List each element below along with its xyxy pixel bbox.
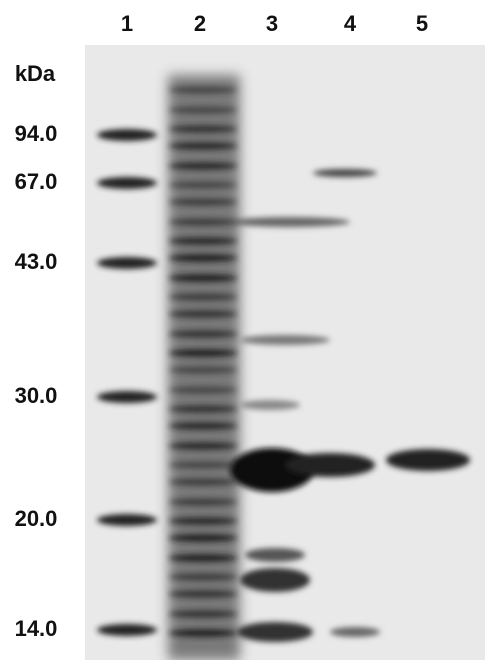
band (169, 517, 237, 525)
band (169, 274, 237, 282)
band (169, 237, 237, 245)
band (169, 478, 237, 486)
band (169, 534, 237, 542)
marker-band (97, 129, 157, 141)
band (240, 568, 310, 592)
band (169, 442, 237, 450)
band (169, 106, 237, 114)
marker-band (97, 391, 157, 403)
band (169, 254, 237, 262)
unit-label: kDa (15, 61, 56, 86)
band (169, 349, 237, 357)
band (169, 198, 237, 206)
band (230, 217, 350, 227)
marker-band (97, 177, 157, 189)
band (245, 548, 305, 562)
band (169, 330, 237, 338)
lane-label: 1 (121, 11, 133, 36)
gel-figure: kDa 1 2 3 4 5 94.0 67.0 43.0 30.0 20.0 14.0 (0, 0, 485, 660)
lane-label: 2 (194, 11, 206, 36)
lane-label: 3 (266, 11, 278, 36)
band (169, 461, 237, 469)
band (169, 554, 237, 562)
band (169, 125, 237, 133)
marker-label: 14.0 (15, 616, 58, 641)
band (169, 293, 237, 301)
band (313, 169, 377, 177)
marker-band (97, 624, 157, 636)
band (169, 310, 237, 318)
band (237, 622, 313, 642)
band (169, 405, 237, 413)
band (169, 181, 237, 189)
marker-label: 20.0 (15, 506, 58, 531)
lane-label: 4 (344, 11, 357, 36)
band (386, 449, 470, 471)
marker-label: 67.0 (15, 169, 58, 194)
marker-band (97, 257, 157, 269)
band (169, 162, 237, 170)
marker-label: 94.0 (15, 121, 58, 146)
band (169, 218, 237, 226)
band (169, 86, 237, 94)
band (169, 422, 237, 430)
band (285, 453, 375, 477)
band (169, 610, 237, 618)
band (169, 142, 237, 150)
band (330, 627, 380, 637)
band (240, 335, 330, 345)
marker-label: 30.0 (15, 383, 58, 408)
band (169, 573, 237, 581)
band (169, 498, 237, 506)
band (169, 629, 237, 637)
lane-label: 5 (416, 11, 428, 36)
band (169, 590, 237, 598)
marker-band (97, 514, 157, 526)
band (240, 400, 300, 410)
band (169, 386, 237, 394)
marker-label: 43.0 (15, 249, 58, 274)
band (169, 366, 237, 374)
